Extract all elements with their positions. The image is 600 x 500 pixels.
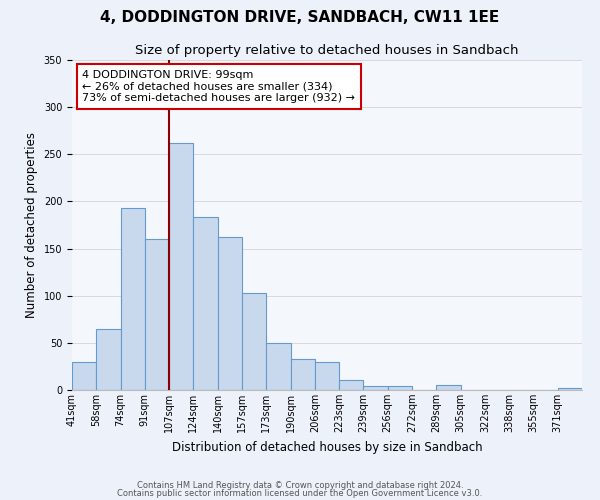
Bar xyxy=(145,239,169,390)
Y-axis label: Number of detached properties: Number of detached properties xyxy=(25,132,38,318)
Bar xyxy=(364,386,388,390)
Bar xyxy=(290,359,315,390)
Text: 4 DODDINGTON DRIVE: 99sqm
← 26% of detached houses are smaller (334)
73% of semi: 4 DODDINGTON DRIVE: 99sqm ← 26% of detac… xyxy=(82,70,355,103)
Bar xyxy=(96,328,121,390)
X-axis label: Distribution of detached houses by size in Sandbach: Distribution of detached houses by size … xyxy=(172,440,482,454)
Bar xyxy=(242,293,266,390)
Bar xyxy=(436,386,461,390)
Bar xyxy=(388,386,412,390)
Bar xyxy=(193,218,218,390)
Bar xyxy=(72,362,96,390)
Bar xyxy=(558,388,582,390)
Bar xyxy=(339,380,364,390)
Text: 4, DODDINGTON DRIVE, SANDBACH, CW11 1EE: 4, DODDINGTON DRIVE, SANDBACH, CW11 1EE xyxy=(100,10,500,25)
Bar xyxy=(218,238,242,390)
Bar xyxy=(315,362,339,390)
Text: Contains public sector information licensed under the Open Government Licence v3: Contains public sector information licen… xyxy=(118,488,482,498)
Text: Contains HM Land Registry data © Crown copyright and database right 2024.: Contains HM Land Registry data © Crown c… xyxy=(137,481,463,490)
Bar xyxy=(121,208,145,390)
Bar xyxy=(169,143,193,390)
Title: Size of property relative to detached houses in Sandbach: Size of property relative to detached ho… xyxy=(135,44,519,58)
Bar xyxy=(266,343,290,390)
